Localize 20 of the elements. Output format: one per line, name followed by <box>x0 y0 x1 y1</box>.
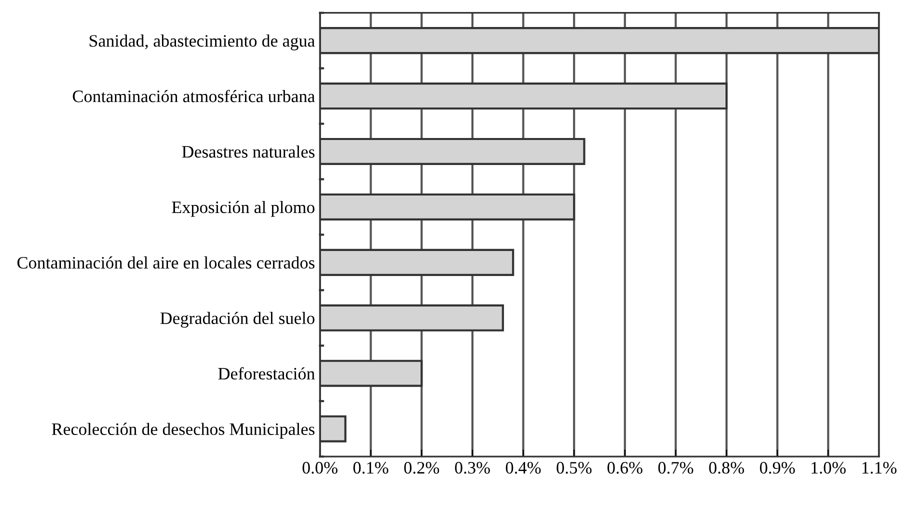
x-tick-label: 0.7% <box>658 462 694 474</box>
y-tick-label: Recolección de desechos Municipales <box>52 422 314 439</box>
x-tick-label: 1.0% <box>812 462 846 474</box>
x-tick-label: 0.9% <box>760 462 795 474</box>
x-tick-label: 0.3% <box>455 462 490 474</box>
x-tick-label: 0.2% <box>404 462 440 474</box>
x-tick-label: 1.1% <box>862 462 896 474</box>
y-tick-label: Desastres naturales <box>182 145 314 158</box>
y-tick-label: Deforestación <box>218 367 315 380</box>
x-tick-label: 0.5% <box>556 462 592 474</box>
y-tick-label: Degradación del suelo <box>160 312 314 328</box>
x-tick-label: 0.8% <box>709 462 744 474</box>
y-tick-label: Sanidad, abastecimiento de agua <box>90 34 315 50</box>
x-tick-label: 0.1% <box>353 462 388 474</box>
x-tick-label: 0.6% <box>607 462 642 474</box>
y-tick-label: Contaminación del aire en locales cerrados <box>17 256 314 269</box>
x-tick-label: 0.4% <box>506 462 541 474</box>
y-tick-label: Contaminación atmosférica urbana <box>72 90 315 102</box>
y-tick-label: Exposición al plomo <box>172 200 314 217</box>
x-tick-label: 0.0% <box>302 462 338 474</box>
